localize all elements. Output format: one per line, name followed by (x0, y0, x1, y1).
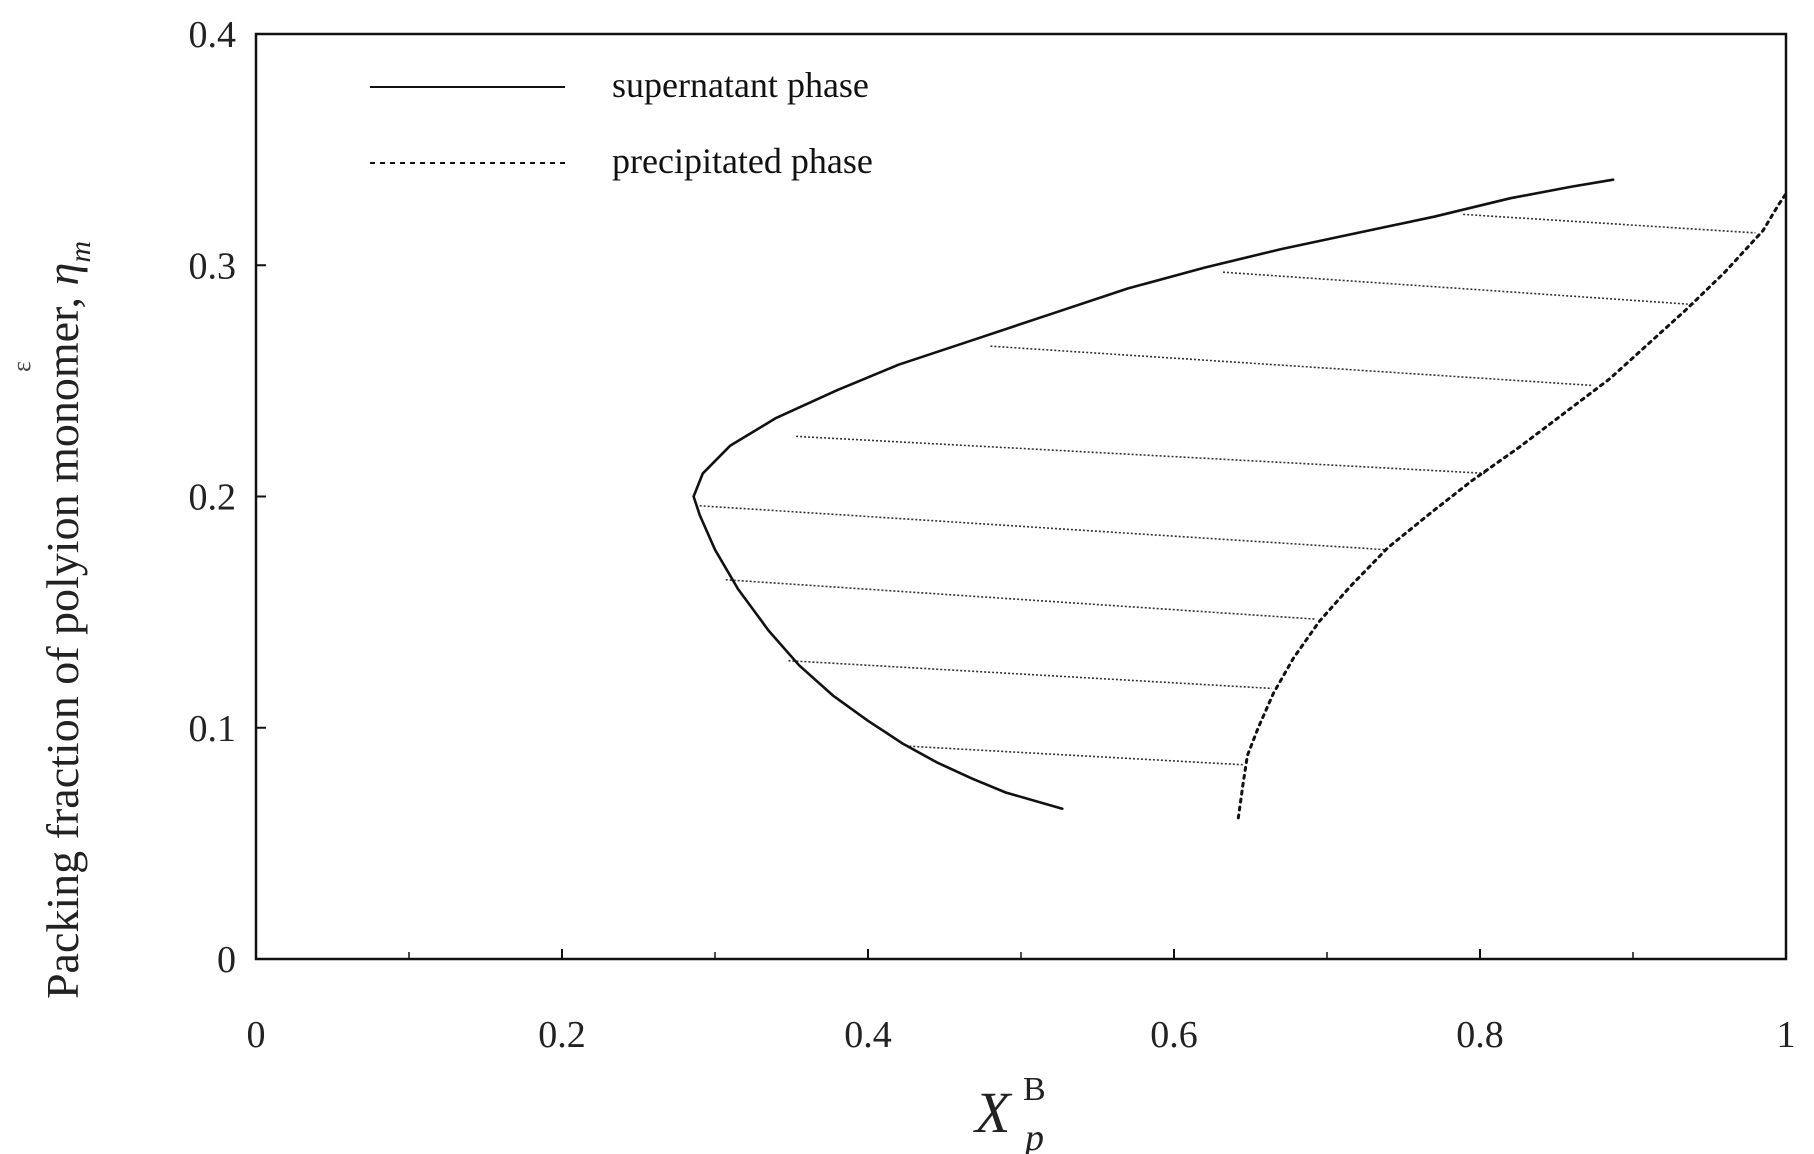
x-axis-label: X B p (973, 1071, 1046, 1154)
plot-frame (254, 32, 1788, 961)
legend: supernatant phase precipitated phase (370, 65, 873, 181)
tie-line-4 (796, 435, 1487, 475)
x-axis-label-superscript: B (1023, 1071, 1046, 1108)
x-tick-label-4: 0.8 (1456, 1014, 1504, 1056)
x-tick-label-2: 0.4 (844, 1014, 892, 1056)
tie-line-1 (788, 659, 1272, 690)
y-axis-ticks: 0 0.1 0.2 0.3 0.4 (189, 14, 266, 981)
tie-line-3 (699, 504, 1386, 551)
y-tick-label-2: 0.2 (189, 477, 237, 519)
x-axis-ticks: 0 0.2 0.4 0.6 0.8 1 (247, 949, 1796, 1056)
series-lines (692, 178, 1788, 820)
y-tick-label-3: 0.3 (189, 245, 237, 287)
stray-mark: ε (7, 361, 36, 372)
legend-label-precipitated: precipitated phase (612, 141, 873, 181)
x-tick-label-3: 0.6 (1150, 1014, 1198, 1056)
tie-line-2 (725, 578, 1315, 620)
tie-line-0 (909, 745, 1243, 766)
tie-line-6 (1222, 271, 1695, 306)
tie-lines (699, 213, 1756, 766)
series-line-supernatant (692, 178, 1615, 810)
tie-line-7 (1463, 213, 1756, 234)
y-tick-label-4: 0.4 (189, 14, 237, 56)
y-tick-label-0: 0 (217, 939, 236, 981)
series-line-precipitated (1236, 192, 1788, 820)
y-tick-label-1: 0.1 (189, 708, 237, 750)
legend-label-supernatant: supernatant phase (612, 65, 869, 105)
x-tick-label-5: 1 (1777, 1014, 1796, 1056)
y-axis-label: Packing fraction of polyion monomer, ηm (37, 241, 97, 999)
tie-line-5 (990, 345, 1594, 387)
x-tick-label-1: 0.2 (538, 1014, 586, 1056)
x-axis-label-subscript: p (1022, 1117, 1044, 1154)
x-tick-label-0: 0 (247, 1014, 266, 1056)
x-axis-label-main: X (973, 1080, 1013, 1145)
